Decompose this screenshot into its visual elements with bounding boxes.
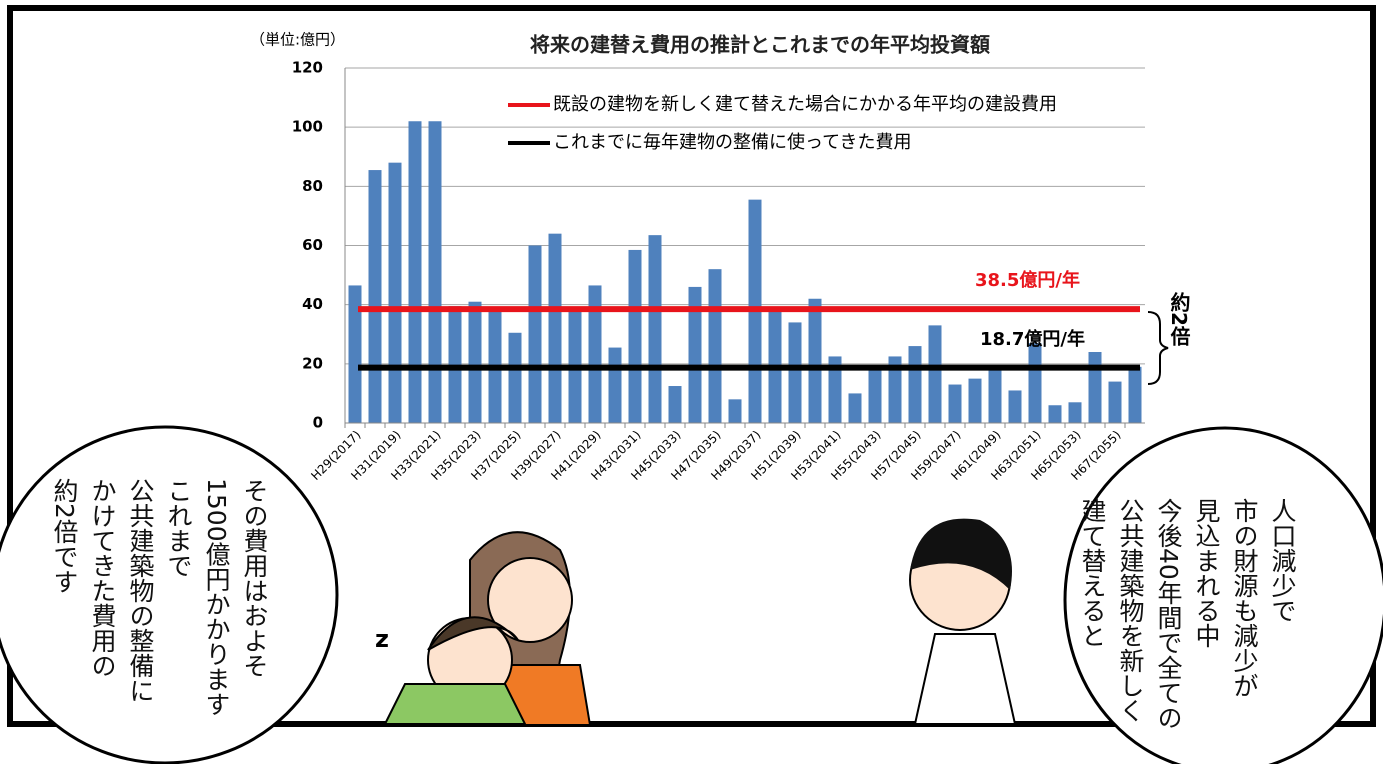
speech-line: 市の財源も減少が <box>1225 498 1263 730</box>
bar <box>1089 352 1102 423</box>
bar <box>469 302 482 423</box>
bar <box>1129 367 1142 423</box>
speech-text: 人口減少で市の財源も減少が見込まれる中今後40年間で全ての公共建築物を新しく建て… <box>1073 498 1301 730</box>
bar <box>609 348 622 423</box>
legend-label: これまでに毎年建物の整備に使ってきた費用 <box>553 132 912 153</box>
bar <box>849 393 862 423</box>
chart-title: 将来の建替え費用の推計とこれまでの年平均投資額 <box>530 33 990 57</box>
bar <box>949 385 962 423</box>
bar <box>789 322 802 423</box>
bar <box>649 235 662 423</box>
speech-line: 1500億円かかります <box>197 478 235 717</box>
y-tick-label: 20 <box>302 354 323 372</box>
speech-line: かけてきた費用の <box>83 478 121 717</box>
speech-line: 人口減少で <box>1263 498 1301 730</box>
bar <box>729 399 742 423</box>
reference-label: 18.7億円/年 <box>980 328 1085 350</box>
bar <box>549 234 562 423</box>
ratio-note: 約2倍 <box>1168 292 1190 346</box>
bar <box>709 269 722 423</box>
speech-line: 建て替えると <box>1073 498 1111 730</box>
speech-line: 見込まれる中 <box>1187 498 1225 730</box>
page: （単位:億円） 将来の建替え費用の推計とこれまでの年平均投資額 z 0 20 40 6… <box>0 0 1383 764</box>
y-tick-label: 80 <box>302 177 323 195</box>
y-tick-label: 100 <box>292 118 323 136</box>
bar <box>449 306 462 423</box>
speech-line: 公共建築物を新しく <box>1111 498 1149 730</box>
y-tick-label: 40 <box>302 295 323 313</box>
speech-line: その費用はおよそ <box>235 478 273 717</box>
zzz: z <box>375 625 389 653</box>
bar <box>589 285 602 423</box>
reference-label: 38.5億円/年 <box>975 269 1080 291</box>
bar <box>1109 382 1122 423</box>
bar <box>989 367 1002 423</box>
bar <box>429 121 442 423</box>
bar <box>1069 402 1082 423</box>
bar <box>929 325 942 423</box>
y-tick-label: 0 <box>313 414 323 432</box>
speech-line: 約2倍です <box>45 478 83 717</box>
bar <box>529 246 542 424</box>
bar <box>669 386 682 423</box>
bar <box>909 346 922 423</box>
speech-line: これまで <box>159 478 197 717</box>
bar <box>349 285 362 423</box>
bar <box>369 170 382 423</box>
speech-line: 公共建築物の整備に <box>121 478 159 717</box>
bar <box>1009 390 1022 423</box>
bar <box>629 250 642 423</box>
bar <box>969 379 982 423</box>
bar <box>389 163 402 423</box>
speech-line: 今後40年間で全ての <box>1149 498 1187 730</box>
bar <box>809 299 822 423</box>
bar <box>1029 343 1042 423</box>
y-tick-label: 60 <box>302 236 323 254</box>
unit-label: （単位:億円） <box>250 31 345 49</box>
bar <box>509 333 522 423</box>
y-tick-label: 120 <box>292 59 323 77</box>
legend-label: 既設の建物を新しく建て替えた場合にかかる年平均の建設費用 <box>553 94 1057 115</box>
bar <box>409 121 422 423</box>
bar <box>1049 405 1062 423</box>
bar <box>869 367 882 423</box>
